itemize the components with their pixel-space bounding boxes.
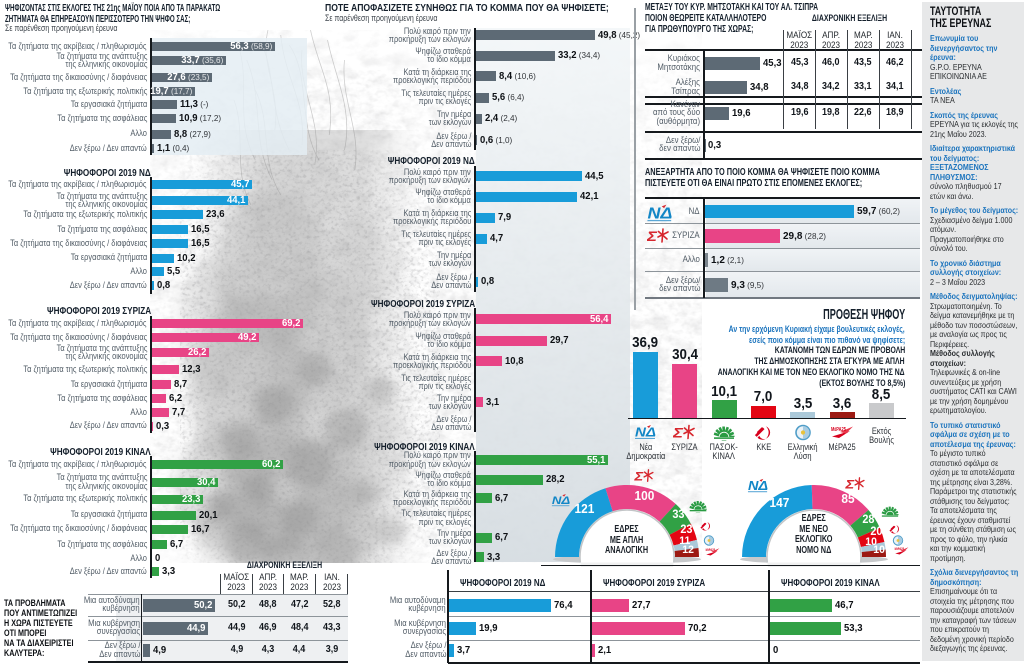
svg-text:ΜέΡΑ25: ΜέΡΑ25 bbox=[895, 547, 904, 551]
svg-text:Σ: Σ bbox=[673, 425, 684, 441]
svg-text:ΝΔ: ΝΔ bbox=[552, 495, 571, 507]
svg-text:Σ: Σ bbox=[647, 228, 658, 244]
svg-text:ΜέΡΑ25: ΜέΡΑ25 bbox=[831, 427, 846, 433]
svg-text:ΜέΡΑ25: ΜέΡΑ25 bbox=[706, 548, 715, 552]
svg-text:ΝΔ: ΝΔ bbox=[748, 479, 768, 493]
svg-text:Σ: Σ bbox=[845, 477, 855, 491]
svg-text:ΝΔ: ΝΔ bbox=[647, 205, 672, 222]
svg-text:ΝΔ: ΝΔ bbox=[635, 425, 656, 440]
svg-text:Σ: Σ bbox=[633, 469, 644, 483]
